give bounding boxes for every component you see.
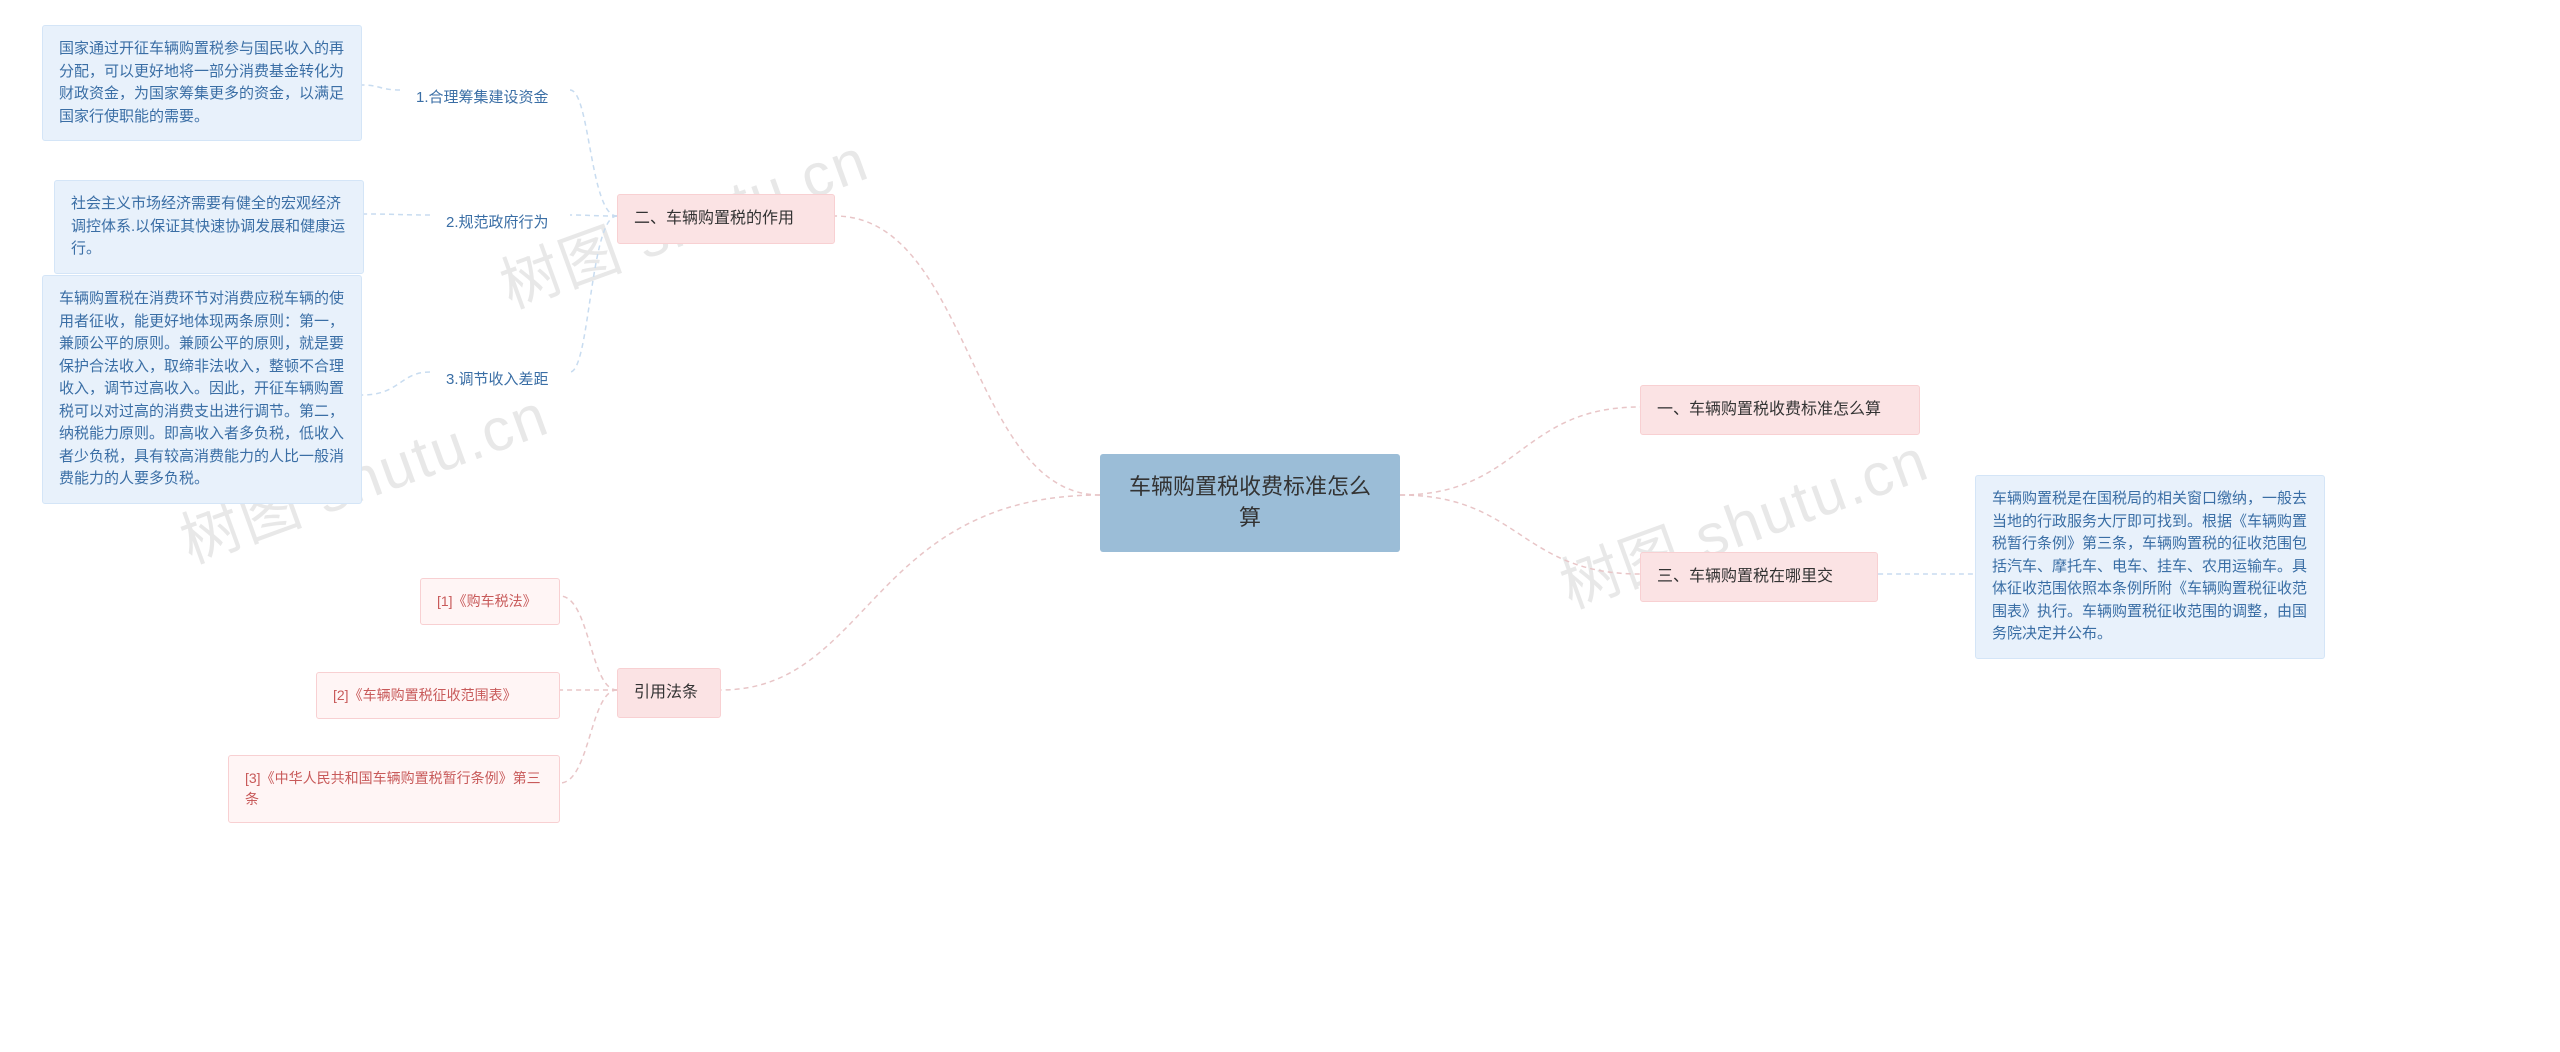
branch-l1-3[interactable]: 3.调节收入差距: [430, 357, 570, 404]
branch-l1[interactable]: 二、车辆购置税的作用: [617, 194, 835, 244]
branch-l1-2-detail: 社会主义市场经济需要有健全的宏观经济调控体系.以保证其快速协调发展和健康运行。: [54, 180, 364, 274]
branch-l1-1[interactable]: 1.合理筹集建设资金: [400, 75, 570, 122]
branch-l2[interactable]: 引用法条: [617, 668, 721, 718]
branch-l2-2[interactable]: [2]《车辆购置税征收范围表》: [316, 672, 560, 719]
branch-r1[interactable]: 一、车辆购置税收费标准怎么算: [1640, 385, 1920, 435]
branch-l1-3-detail: 车辆购置税在消费环节对消费应税车辆的使用者征收，能更好地体现两条原则：第一，兼顾…: [42, 275, 362, 504]
branch-l1-2[interactable]: 2.规范政府行为: [430, 200, 570, 247]
branch-r2[interactable]: 三、车辆购置税在哪里交: [1640, 552, 1878, 602]
branch-l2-1[interactable]: [1]《购车税法》: [420, 578, 560, 625]
branch-r2-detail: 车辆购置税是在国税局的相关窗口缴纳，一般去当地的行政服务大厅即可找到。根据《车辆…: [1975, 475, 2325, 659]
branch-l2-3[interactable]: [3]《中华人民共和国车辆购置税暂行条例》第三条: [228, 755, 560, 823]
center-node[interactable]: 车辆购置税收费标准怎么算: [1100, 454, 1400, 552]
branch-l1-1-detail: 国家通过开征车辆购置税参与国民收入的再分配，可以更好地将一部分消费基金转化为财政…: [42, 25, 362, 141]
